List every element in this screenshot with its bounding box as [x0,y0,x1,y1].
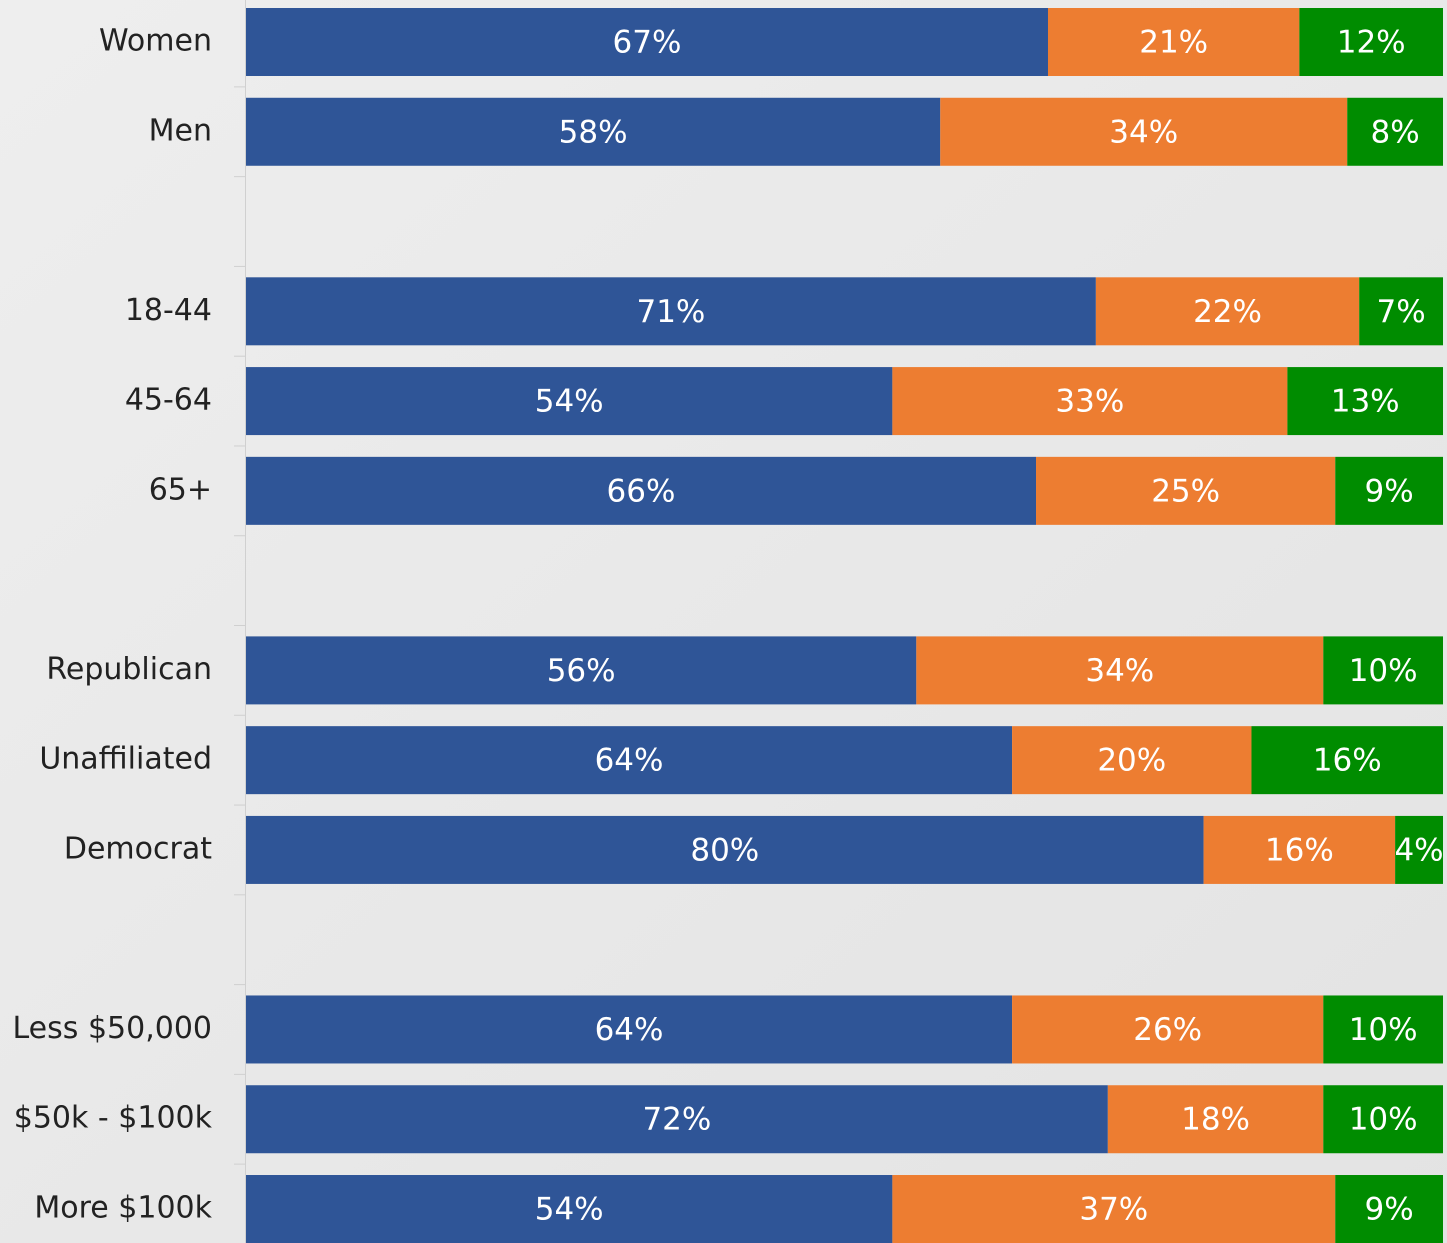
data-label: 33% [1055,384,1124,420]
data-label: 22% [1193,294,1262,330]
y-tick-label: Men [149,113,212,148]
data-label: 56% [547,653,616,689]
data-label: 64% [595,743,664,779]
bar-segment [246,97,941,166]
data-label: 34% [1109,114,1178,150]
bar-segment [246,277,1096,346]
data-label: 21% [1139,25,1208,61]
bar-segment [246,636,917,705]
bar-segment [246,1085,1108,1154]
data-label: 64% [595,1012,664,1048]
bar-segment [1359,277,1443,346]
bar-segment [1287,367,1443,436]
bar-segment [1323,995,1443,1064]
data-label: 7% [1377,294,1426,330]
bar-segment [1347,97,1443,166]
data-label: 54% [535,384,604,420]
bar-segment [1036,456,1336,525]
bar-segment [892,1175,1336,1243]
data-label: 72% [642,1102,711,1138]
bar-segment [1335,1175,1443,1243]
data-label: 10% [1349,1012,1418,1048]
data-label: 71% [636,294,705,330]
y-tick-label: Unaffiliated [39,742,212,777]
y-tick-label: $50k - $100k [14,1101,213,1136]
bar-segment [1012,995,1324,1064]
y-tick-label: Republican [46,652,212,687]
bar-segment [1095,277,1360,346]
data-label: 12% [1337,25,1406,61]
bar-segment [892,367,1288,436]
y-tick-label: Democrat [64,831,212,866]
bar-segment [1012,726,1252,795]
data-label: 37% [1079,1192,1148,1228]
data-label: 13% [1331,384,1400,420]
data-label: 10% [1349,653,1418,689]
bar-segment [1299,8,1443,76]
bar-segment [246,8,1048,76]
bar-segment [246,456,1037,525]
y-tick-label: 18-44 [125,293,212,328]
bar-segment [1047,8,1300,76]
bar-segment [940,97,1348,166]
bar-segment [1395,815,1443,884]
y-tick-label: 65+ [149,472,212,507]
y-tick-label: Less $50,000 [13,1011,213,1046]
bar-segment [1251,726,1443,795]
bar-segment [246,815,1204,884]
bar-segment [1323,1085,1443,1154]
data-label: 66% [607,473,676,509]
data-label: 16% [1313,743,1382,779]
data-label: 26% [1133,1012,1202,1048]
data-label: 18% [1181,1102,1250,1138]
bar-segment [1335,456,1443,525]
bar-segment [1107,1085,1324,1154]
bar-segment [246,367,893,436]
bar-segment [246,995,1013,1064]
y-tick-label: Women [99,24,212,59]
bar-segment [1203,815,1396,884]
bar-segment [1323,636,1443,705]
data-label: 58% [559,114,628,150]
y-tick-label: 45-64 [125,383,212,418]
bar-segment [246,726,1013,795]
data-label: 9% [1365,473,1414,509]
data-label: 9% [1365,1192,1414,1228]
data-label: 25% [1151,473,1220,509]
y-tick-label: More $100k [34,1191,212,1226]
data-label: 10% [1349,1102,1418,1138]
data-label: 67% [613,25,682,61]
data-label: 4% [1394,832,1443,868]
data-label: 80% [690,832,759,868]
data-label: 16% [1265,832,1334,868]
bar-segment [916,636,1324,705]
data-label: 54% [535,1192,604,1228]
data-label: 20% [1097,743,1166,779]
data-label: 8% [1371,114,1420,150]
bar-segment [246,1175,893,1243]
data-label: 34% [1085,653,1154,689]
